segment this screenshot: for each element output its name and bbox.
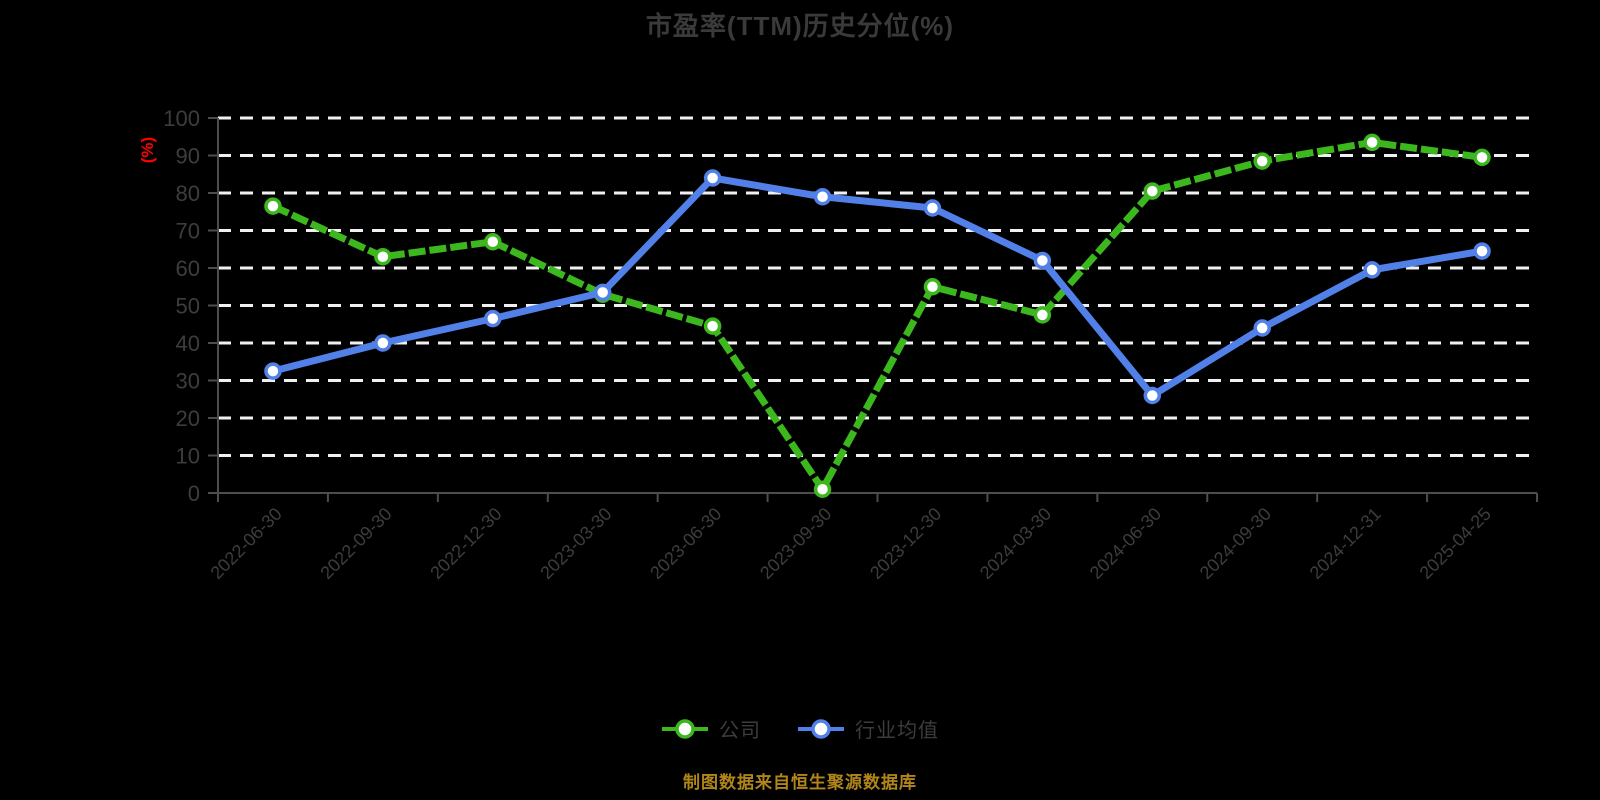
y-tick-label: 30: [176, 369, 200, 394]
industry-average-data-point: [1143, 386, 1162, 405]
y-tick-label: 60: [176, 256, 200, 281]
company-data-point: [374, 248, 392, 266]
legend-item-industry-average[interactable]: 行业均值: [797, 714, 939, 743]
footer-caption: 制图数据来自恒生聚源数据库: [683, 773, 917, 792]
x-tick-label: 2023-12-30: [866, 504, 945, 583]
legend-item-company[interactable]: 公司: [661, 714, 761, 743]
industry-average-data-point: [1473, 242, 1491, 260]
page-title: 市盈率(TTM)历史分位(%): [645, 11, 955, 41]
company-data-point: [1363, 133, 1381, 152]
industry-average-data-point: [374, 334, 392, 352]
x-tick-label: 2024-03-30: [976, 504, 1055, 583]
y-tick-label: 0: [188, 481, 200, 506]
x-tick-label: 2022-09-30: [316, 504, 395, 583]
y-tick-label: 40: [176, 331, 200, 356]
y-tick-label: 80: [176, 181, 200, 206]
company-data-point: [264, 197, 282, 215]
x-tick-label: 2024-12-31: [1306, 504, 1385, 583]
x-tick-label: 2023-06-30: [646, 504, 725, 583]
legend: 公司 行业均值: [0, 714, 1600, 743]
company-data-point: [1033, 306, 1052, 324]
y-tick-label: 20: [176, 406, 200, 431]
industry-series-marker-icon: [798, 718, 844, 739]
industry-average-data-point: [1253, 319, 1271, 337]
company-data-point: [1253, 152, 1271, 170]
industry-average-data-point: [813, 188, 832, 206]
company-data-point: [484, 233, 502, 251]
y-tick-label: 10: [176, 444, 200, 469]
y-axis-unit-label: (%): [138, 136, 157, 164]
x-tick-label: 2025-04-25: [1416, 504, 1495, 583]
company-data-point: [923, 278, 942, 296]
y-tick-label: 90: [176, 144, 200, 169]
company-data-point: [1143, 182, 1162, 200]
x-tick-label: 2022-12-30: [426, 504, 505, 583]
company-series-marker-icon: [662, 718, 708, 739]
legend-label-industry-average: 行业均值: [855, 720, 939, 742]
legend-label-company: 公司: [719, 720, 761, 742]
industry-average-data-point: [264, 362, 282, 380]
x-tick-label: 2023-03-30: [536, 504, 615, 583]
y-tick-label: 50: [176, 294, 200, 319]
industry-average-line: [272, 174, 1483, 399]
industry-average-data-point: [1363, 261, 1381, 279]
industry-average-data-point: [484, 309, 502, 328]
y-tick-label: 100: [163, 106, 200, 131]
industry-average-data-point: [1033, 251, 1052, 270]
company-data-point: [1473, 148, 1491, 167]
x-tick-label: 2023-09-30: [756, 504, 835, 583]
industry-average-data-point: [703, 169, 722, 187]
company-data-point: [703, 317, 722, 335]
industry-average-data-point: [923, 199, 942, 217]
industry-average-data-point: [593, 283, 612, 302]
company-line: [271, 138, 1483, 493]
company-data-point: [813, 480, 832, 498]
x-tick-label: 2024-06-30: [1086, 504, 1165, 583]
x-tick-label: 2022-06-30: [207, 504, 286, 583]
x-tick-label: 2024-09-30: [1196, 504, 1275, 583]
y-tick-label: 70: [176, 219, 200, 244]
